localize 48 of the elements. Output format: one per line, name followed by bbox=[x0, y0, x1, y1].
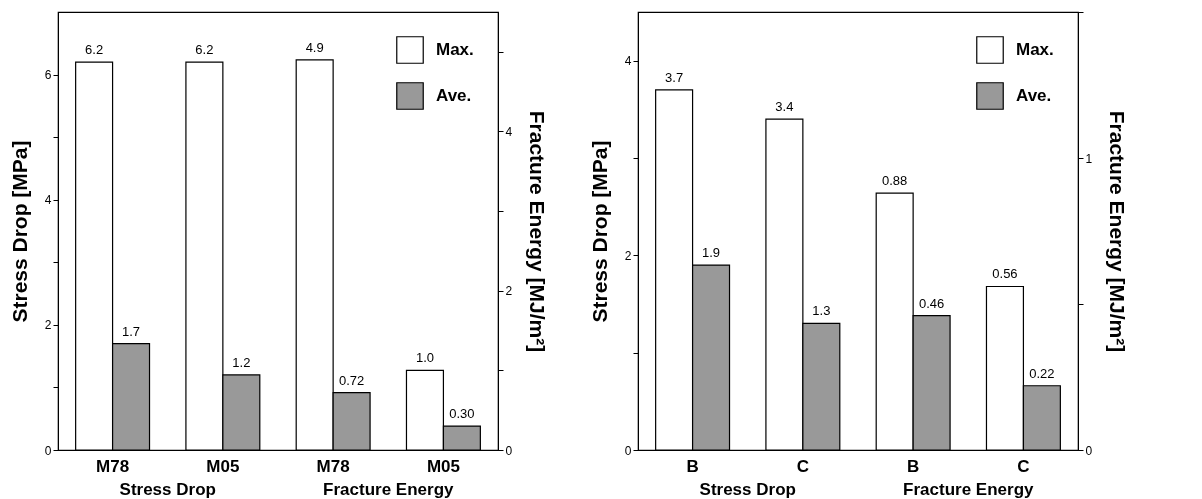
x-tick-label: M78 bbox=[96, 456, 130, 476]
y2-tick-label: 2 bbox=[505, 284, 513, 299]
data-label: 0.22 bbox=[1029, 365, 1055, 381]
text: Stress Drop bbox=[119, 480, 216, 499]
data-label: 1.0 bbox=[415, 350, 434, 366]
data-label: 1.9 bbox=[702, 245, 721, 261]
y-axis-title: Stress Drop [MPa] bbox=[587, 140, 611, 323]
data-label: 1.3 bbox=[812, 303, 831, 319]
data-label: 0.88 bbox=[882, 173, 908, 189]
data-label: 3.7 bbox=[665, 69, 684, 85]
legend-label: Max. bbox=[1016, 40, 1054, 59]
y-tick-label: 2 bbox=[44, 318, 52, 333]
data-label: 6.2 bbox=[195, 42, 214, 58]
data-label: 0.46 bbox=[918, 295, 945, 311]
legend-label: Ave. bbox=[436, 86, 472, 105]
text: Stress Drop bbox=[699, 480, 796, 499]
data-label: 6.2 bbox=[85, 42, 104, 58]
y2-tick-label: 1 bbox=[1085, 151, 1093, 166]
y-tick-label: 4 bbox=[44, 193, 52, 208]
x-tick-label: B bbox=[686, 456, 699, 476]
data-label: 0.56 bbox=[992, 266, 1018, 282]
data-label: 4.9 bbox=[305, 39, 324, 55]
y2-tick-label: 0 bbox=[1085, 443, 1093, 458]
legend-label: Ave. bbox=[1016, 86, 1052, 105]
data-label: 0.72 bbox=[338, 372, 365, 388]
data-label: 1.2 bbox=[232, 354, 251, 370]
y2-tick-label: 4 bbox=[505, 124, 513, 139]
y-tick-label: 0 bbox=[624, 443, 632, 458]
y-tick-label: 6 bbox=[44, 68, 52, 83]
data-label: 3.4 bbox=[775, 99, 794, 115]
legend-label: Max. bbox=[436, 40, 474, 59]
data-label: 1.7 bbox=[122, 323, 141, 339]
y2-axis-title: Fracture Energy [MJ/m²] bbox=[526, 110, 550, 353]
x-tick-label: M78 bbox=[316, 456, 350, 476]
y-axis-title: Stress Drop [MPa] bbox=[7, 140, 31, 323]
data-label: 0.30 bbox=[449, 406, 475, 422]
x-tick-label: B bbox=[907, 456, 920, 476]
x-tick-label: C bbox=[1017, 456, 1030, 476]
text: Fracture Energy bbox=[323, 480, 455, 499]
x-tick-label: M05 bbox=[426, 456, 460, 476]
y2-axis-title: Fracture Energy [MJ/m²] bbox=[1106, 110, 1130, 353]
y-tick-label: 2 bbox=[624, 248, 632, 263]
y2-tick-label: 0 bbox=[505, 443, 513, 458]
x-tick-label: M05 bbox=[206, 456, 240, 476]
y-tick-label: 0 bbox=[44, 443, 52, 458]
text: Fracture Energy bbox=[903, 480, 1035, 499]
y-tick-label: 4 bbox=[624, 54, 632, 69]
x-tick-label: C bbox=[796, 456, 809, 476]
